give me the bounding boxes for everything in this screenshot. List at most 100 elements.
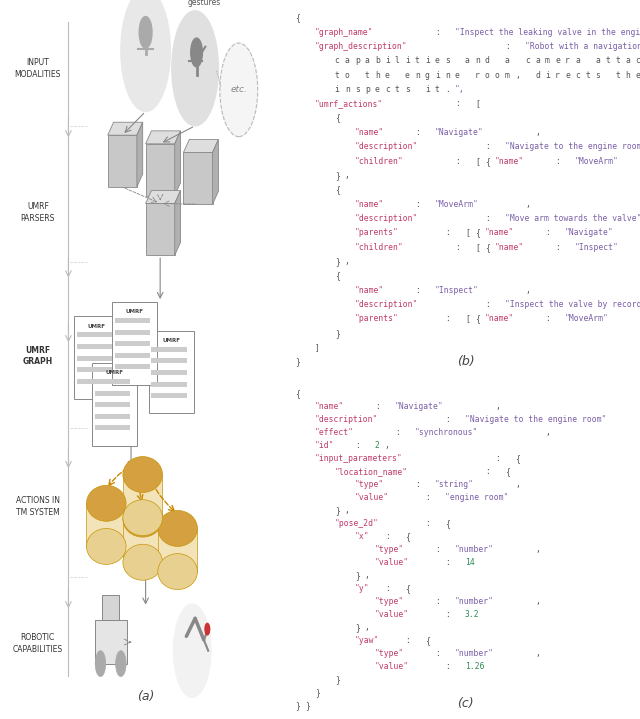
Text: "effect": "effect" <box>315 429 354 437</box>
Text: ]: ] <box>315 343 319 352</box>
Text: e: e <box>565 70 570 80</box>
Text: :: : <box>385 532 390 541</box>
Text: "Robot with a navigation and manipulation: "Robot with a navigation and manipulatio… <box>525 42 640 51</box>
Circle shape <box>220 43 258 137</box>
Text: }: } <box>335 329 340 338</box>
Text: {: { <box>425 636 429 645</box>
Text: {: { <box>294 13 300 22</box>
Polygon shape <box>123 475 163 518</box>
Text: e: e <box>375 85 380 94</box>
Text: :: : <box>435 545 440 554</box>
Text: ,: , <box>495 403 500 411</box>
Text: [: [ <box>475 157 480 165</box>
Bar <box>102 595 120 620</box>
Text: r: r <box>565 56 570 65</box>
Text: :: : <box>415 480 420 489</box>
Text: }: } <box>335 506 340 516</box>
Text: :: : <box>445 610 450 619</box>
Text: e: e <box>455 70 460 80</box>
Text: {: { <box>475 314 480 324</box>
Text: :: : <box>425 493 429 503</box>
Text: a: a <box>505 56 510 65</box>
Text: "name": "name" <box>355 200 384 209</box>
Text: UMRF: UMRF <box>88 324 106 329</box>
Text: }: } <box>335 171 340 180</box>
Text: :: : <box>435 27 440 37</box>
Polygon shape <box>146 191 180 203</box>
Text: 14: 14 <box>465 558 475 567</box>
Text: "description": "description" <box>315 416 378 424</box>
Text: e: e <box>635 70 640 80</box>
Text: :: : <box>415 200 420 209</box>
Text: n: n <box>345 85 349 94</box>
Bar <box>95 402 130 407</box>
Text: :: : <box>445 229 450 237</box>
Text: :: : <box>415 128 420 137</box>
Text: h: h <box>375 70 380 80</box>
Text: :: : <box>395 429 400 437</box>
Bar <box>92 363 137 446</box>
Text: {: { <box>515 454 520 463</box>
Text: :: : <box>435 597 440 606</box>
Text: "children": "children" <box>355 157 404 165</box>
Text: e: e <box>435 56 440 65</box>
Bar <box>77 355 113 360</box>
Text: UMRF
PARSERS: UMRF PARSERS <box>20 202 55 222</box>
Text: "number": "number" <box>455 545 494 554</box>
Text: {: { <box>335 186 340 194</box>
Text: i: i <box>385 56 390 65</box>
Text: {: { <box>335 114 340 123</box>
Text: "type": "type" <box>375 545 404 554</box>
Text: "MoveArm": "MoveArm" <box>435 200 479 209</box>
Text: "id": "id" <box>315 441 334 450</box>
Polygon shape <box>86 503 126 546</box>
Text: ,: , <box>365 623 370 632</box>
Text: o: o <box>495 70 500 80</box>
Text: INPUT
MODALITIES: INPUT MODALITIES <box>15 58 61 78</box>
Text: }: } <box>305 701 310 710</box>
Text: UMRF
GRAPH: UMRF GRAPH <box>23 346 53 366</box>
Text: "graph_name": "graph_name" <box>315 27 373 37</box>
Bar <box>115 353 150 358</box>
Text: ,: , <box>525 200 530 209</box>
Text: ,: , <box>345 171 349 180</box>
Text: o: o <box>485 70 490 80</box>
Text: }: } <box>335 257 340 266</box>
Text: ,: , <box>535 649 540 658</box>
Bar <box>77 344 113 349</box>
Text: ,: , <box>535 597 540 606</box>
Text: d: d <box>485 56 490 65</box>
Bar <box>95 620 127 664</box>
Bar <box>74 316 120 399</box>
Text: (a): (a) <box>137 690 154 703</box>
Text: "Inspect the valve by recording a video": "Inspect the valve by recording a video" <box>505 300 640 309</box>
Text: gestures: gestures <box>188 0 220 7</box>
Text: "graph_description": "graph_description" <box>315 42 407 51</box>
Text: {: { <box>294 390 300 398</box>
Circle shape <box>191 38 202 67</box>
Text: :: : <box>545 229 550 237</box>
Text: l: l <box>395 56 400 65</box>
Bar <box>152 382 187 387</box>
Polygon shape <box>184 139 218 152</box>
Text: i: i <box>545 70 550 80</box>
Circle shape <box>139 17 152 48</box>
Text: b: b <box>375 56 380 65</box>
Text: a: a <box>465 56 470 65</box>
Text: }: } <box>355 623 360 632</box>
Bar <box>95 379 130 384</box>
Text: t: t <box>415 56 420 65</box>
Text: 2: 2 <box>375 441 380 450</box>
Bar <box>95 426 130 431</box>
Text: UMRF: UMRF <box>125 309 144 314</box>
Text: :: : <box>455 243 460 252</box>
Text: "parents": "parents" <box>355 229 399 237</box>
Bar <box>77 367 113 372</box>
Text: "description": "description" <box>355 142 418 151</box>
Text: "description": "description" <box>355 300 418 309</box>
Text: r: r <box>555 70 560 80</box>
Text: c: c <box>385 85 390 94</box>
Text: UMRF: UMRF <box>106 370 124 375</box>
Polygon shape <box>146 144 175 196</box>
Bar <box>115 318 150 323</box>
